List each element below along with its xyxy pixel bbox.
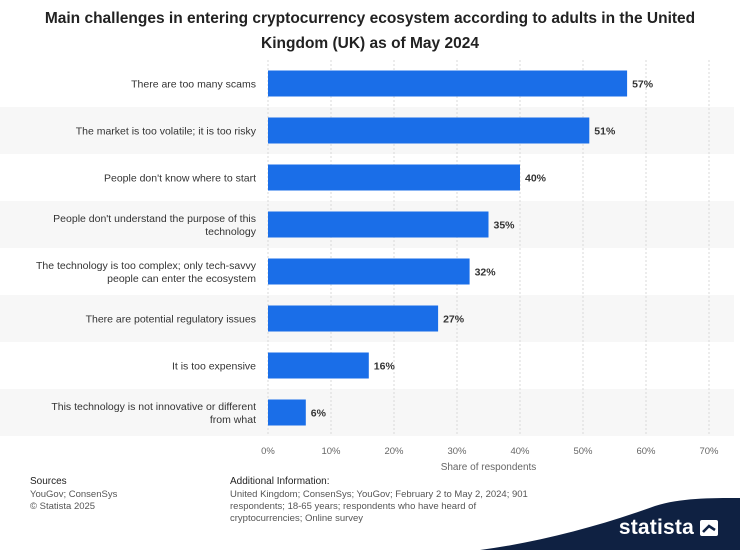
- x-tick-label: 50%: [573, 446, 593, 457]
- bar-value-label: 27%: [443, 314, 465, 326]
- bar-value-label: 16%: [374, 361, 396, 373]
- additional-info-heading: Additional Information:: [230, 476, 330, 487]
- category-label-line: This technology is not innovative or dif…: [51, 401, 256, 413]
- category-label: The market is too volatile; it is too ri…: [76, 126, 257, 138]
- category-label-line: People don't know where to start: [104, 173, 256, 185]
- additional-info-block: Additional Information: United Kingdom; …: [230, 476, 530, 525]
- x-tick-label: 20%: [384, 446, 404, 457]
- statista-logo[interactable]: statista: [619, 516, 718, 540]
- x-tick-label: 10%: [321, 446, 341, 457]
- category-label: The technology is too complex; only tech…: [36, 260, 257, 285]
- category-label-line: There are potential regulatory issues: [86, 314, 256, 326]
- additional-info-text: United Kingdom; ConsenSys; YouGov; Febru…: [230, 489, 528, 524]
- x-tick-label: 40%: [510, 446, 530, 457]
- copyright-text: © Statista 2025: [30, 501, 96, 512]
- chart-title: Main challenges in entering cryptocurren…: [44, 10, 696, 52]
- sources-heading: Sources: [30, 476, 67, 487]
- category-label-line: technology: [205, 226, 257, 238]
- category-label-line: It is too expensive: [172, 361, 256, 373]
- brand-wave-shape: [480, 498, 740, 550]
- row-band: [0, 389, 734, 436]
- bar[interactable]: [268, 352, 369, 379]
- category-label: People don't know where to start: [104, 173, 256, 185]
- category-label: People don't understand the purpose of t…: [53, 213, 257, 238]
- x-tick-label: 30%: [447, 446, 467, 457]
- bar[interactable]: [268, 164, 520, 191]
- category-label-line: There are too many scams: [131, 79, 256, 91]
- bar-value-label: 40%: [525, 173, 547, 185]
- bar[interactable]: [268, 399, 306, 426]
- bar-value-label: 6%: [311, 408, 327, 420]
- bar[interactable]: [268, 211, 489, 238]
- x-axis-title: Share of respondents: [441, 462, 537, 473]
- brand-name: statista: [618, 516, 694, 539]
- category-label-line: people can enter the ecosystem: [107, 273, 256, 285]
- category-label-line: The technology is too complex; only tech…: [36, 260, 257, 272]
- category-label: It is too expensive: [172, 361, 256, 373]
- bar[interactable]: [268, 117, 590, 144]
- bar-value-label: 57%: [632, 79, 654, 91]
- bar[interactable]: [268, 258, 470, 285]
- bar-value-label: 32%: [475, 267, 497, 279]
- category-label: There are too many scams: [131, 79, 256, 91]
- category-label-line: The market is too volatile; it is too ri…: [76, 126, 257, 138]
- bar-value-label: 35%: [494, 220, 516, 232]
- bar[interactable]: [268, 305, 439, 332]
- category-label: There are potential regulatory issues: [86, 314, 256, 326]
- category-label-line: People don't understand the purpose of t…: [53, 213, 256, 225]
- bar-value-label: 51%: [594, 126, 616, 138]
- sources-text[interactable]: YouGov; ConsenSys: [30, 489, 118, 500]
- x-tick-label: 60%: [636, 446, 656, 457]
- sources-block: Sources YouGov; ConsenSys © Statista 202…: [30, 476, 117, 513]
- bar[interactable]: [268, 70, 628, 97]
- category-label: This technology is not innovative or dif…: [51, 401, 256, 426]
- statista-logo-icon: [700, 520, 718, 536]
- x-tick-label: 0%: [261, 446, 275, 457]
- category-label-line: from what: [210, 414, 256, 426]
- x-tick-label: 70%: [699, 446, 719, 457]
